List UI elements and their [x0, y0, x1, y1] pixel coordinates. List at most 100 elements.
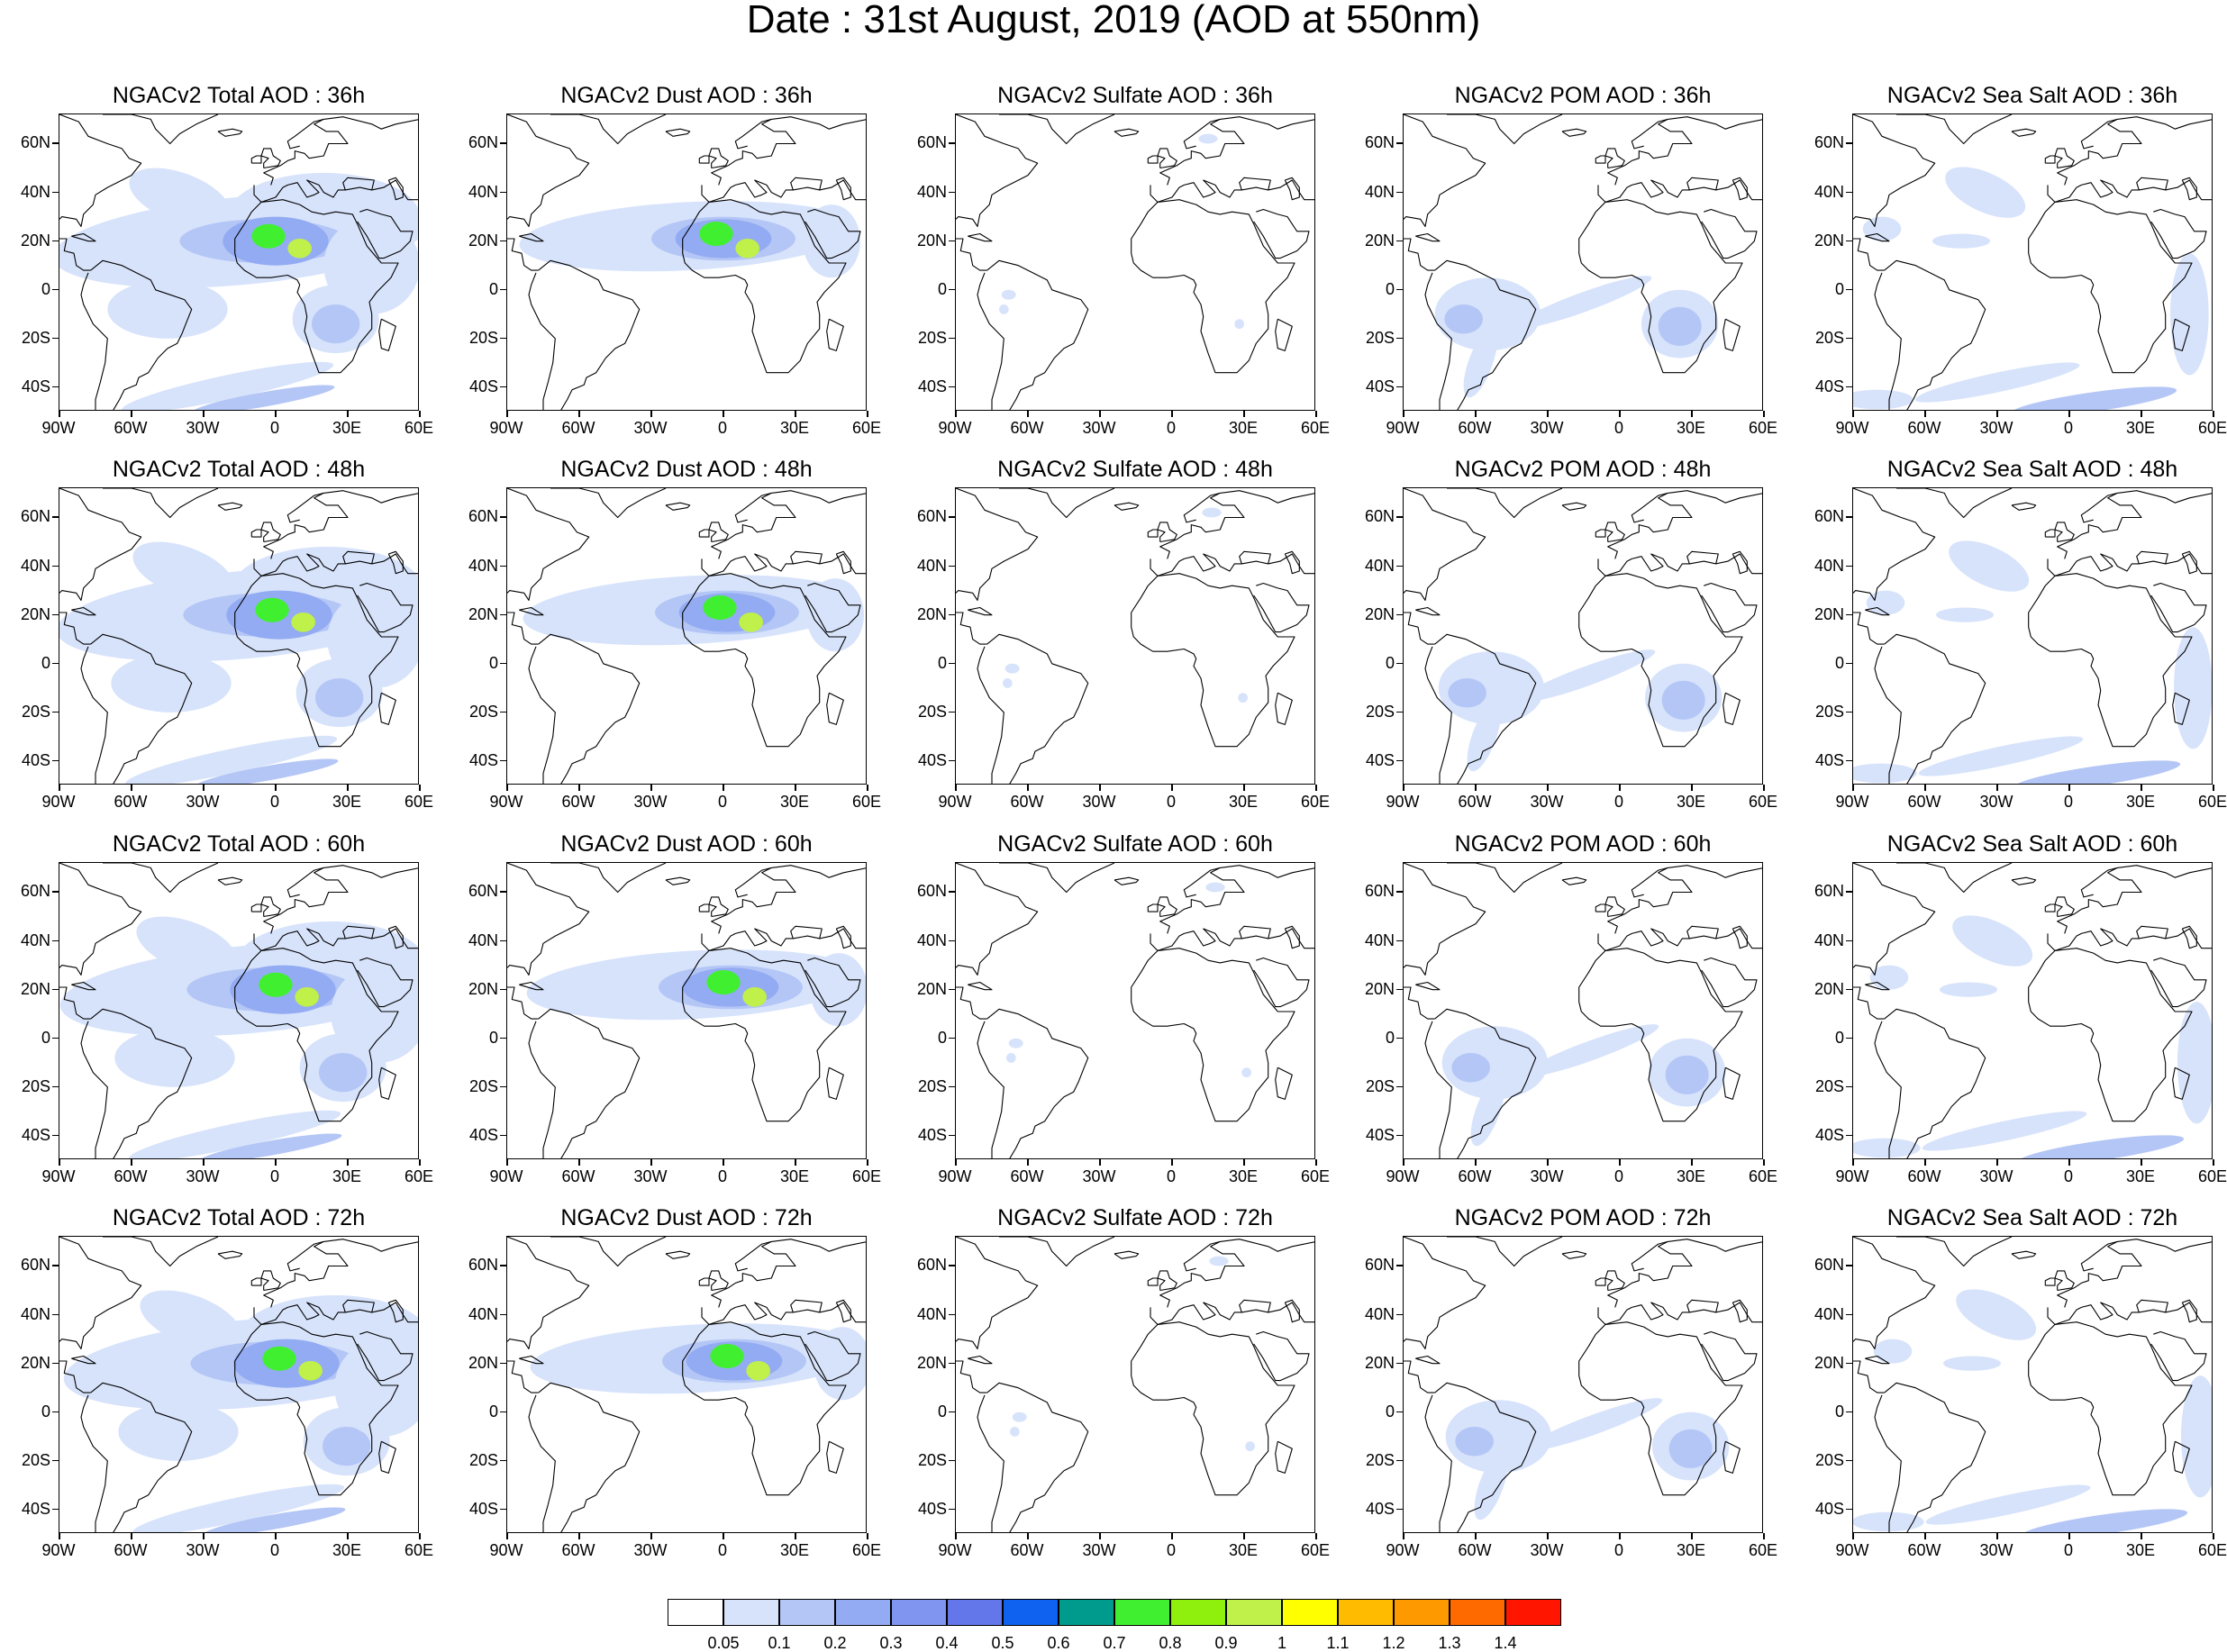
lon-tick [1996, 1159, 1998, 1166]
lat-tick-label: 40N [1813, 182, 1844, 201]
coastline-southAmerica [1424, 633, 1537, 784]
lat-tick-label: 40N [1364, 556, 1395, 575]
lon-tick [1852, 1533, 1854, 1539]
coastline-europe [253, 177, 375, 203]
coastline-greenland [103, 488, 219, 519]
lat-tick [52, 142, 59, 144]
lat-tick [1846, 1411, 1852, 1413]
lat-tick-label: 20S [468, 328, 498, 347]
lon-tick-label: 30E [332, 419, 362, 437]
coastline-northAmerica [1853, 863, 1936, 976]
lat-tick-label: 60N [1364, 882, 1395, 901]
lat-tick-label: 20N [1813, 604, 1844, 623]
lon-tick-label: 60W [1010, 1167, 1044, 1185]
coastline-asia [2165, 553, 2212, 575]
aod-region [1940, 982, 1997, 997]
lon-tick-label: 90W [41, 419, 76, 437]
lon-tick [795, 785, 796, 791]
coastline-southAmerica [1874, 633, 1986, 784]
lat-tick-label: 20S [917, 328, 947, 347]
lat-tick [949, 565, 955, 567]
lon-tick-label: 60E [2197, 1167, 2227, 1185]
aod-region [1205, 882, 1225, 893]
coastline-greenland [550, 1237, 667, 1267]
lat-tick-label: 60N [468, 507, 498, 526]
coastline-europeNorth [711, 116, 866, 186]
colorbar-label: 1.1 [1326, 1634, 1350, 1652]
aod-region [251, 223, 286, 249]
lat-tick [949, 613, 955, 616]
aod-region [1922, 1111, 2087, 1151]
lat-tick [1396, 1313, 1403, 1316]
coastline-africa [1578, 573, 1743, 748]
lat-tick [949, 1362, 955, 1365]
coastline-europe [1597, 177, 1719, 203]
lon-tick-label: 30E [2125, 793, 2156, 811]
coastline-britain [708, 1270, 729, 1292]
lon-tick [1475, 1533, 1477, 1539]
coastline-europe [2047, 550, 2168, 576]
lon-tick [1475, 1159, 1477, 1166]
lon-tick-label: 60W [1907, 419, 1941, 437]
map-area [1852, 862, 2213, 1159]
coastline-scandinavia [2080, 492, 2118, 523]
lon-tick-label: 30E [779, 419, 810, 437]
lon-tick-label: 90W [41, 1541, 76, 1559]
lat-tick [52, 759, 59, 762]
coastline-scandinavia [734, 867, 772, 898]
lat-tick [949, 711, 955, 713]
coastline-northAmerica [1404, 114, 1486, 227]
panel-title: NGACv2 Sulfate AOD : 48h [997, 457, 1273, 482]
coastline-caspian [835, 1299, 851, 1323]
coastline-europeNorth [1159, 1239, 1314, 1308]
lon-tick-label: 0 [2063, 1541, 2073, 1559]
coastline-arabia [804, 582, 861, 633]
coastline-centralAmerica [507, 612, 539, 645]
lon-tick [723, 411, 724, 417]
map-panel-sulfate-1: NGACv2 Sulfate AOD : 36h 60N 40N 20N 0 20S 40S… [905, 83, 1356, 443]
coastline-europe [1150, 550, 1271, 576]
lat-tick [1396, 191, 1403, 194]
lon-tick-label: 30E [1228, 1541, 1259, 1559]
coastline-cuba [1415, 606, 1441, 616]
lat-tick [1846, 240, 1852, 242]
lat-tick [1846, 711, 1852, 713]
coastline-cuba [71, 981, 96, 991]
coastline-greenland [1896, 1237, 2013, 1267]
coastline-ireland [1595, 529, 1606, 538]
map-sulfate-0 [956, 114, 1314, 410]
coastline-asia [1268, 553, 1314, 575]
colorbar-label: 0.05 [707, 1634, 740, 1652]
coastline-centralAmerica [1404, 238, 1435, 271]
lat-tick-label: 0 [1385, 653, 1395, 672]
map-area [506, 113, 867, 411]
lat-tick [500, 891, 506, 893]
lon-tick [867, 1159, 868, 1166]
coastline-scandinavia [286, 492, 324, 523]
lon-tick-label: 90W [1835, 419, 1869, 437]
lon-tick-label: 60E [1300, 1167, 1331, 1185]
lat-tick [1846, 662, 1852, 665]
lon-tick-label: 90W [1835, 1541, 1869, 1559]
aod-region [803, 204, 860, 278]
lon-tick [1691, 785, 1693, 791]
colorbar-swatch [779, 1599, 835, 1626]
lat-tick [1396, 240, 1403, 242]
aod-region [132, 541, 234, 601]
coastline-cuba [1865, 606, 1890, 616]
coastline-arabia [1701, 1330, 1758, 1382]
map-panel-sulfate-2: NGACv2 Sulfate AOD : 48h 60N 40N 20N 0 20S 40S… [905, 457, 1356, 817]
coastline-caspian [835, 925, 851, 949]
aod-region [1474, 1450, 1509, 1520]
lon-tick [1315, 785, 1317, 791]
lon-tick-label: 30E [1676, 419, 1706, 437]
coastline-cuba [519, 981, 544, 991]
coastline-europeNorth [2057, 490, 2212, 559]
lon-tick-label: 60W [1458, 1167, 1492, 1185]
lat-tick-label: 20S [1365, 1450, 1395, 1469]
coastline-northAmerica [956, 1237, 1039, 1349]
coastline-britain [708, 896, 729, 918]
lat-tick-label: 20S [1365, 702, 1395, 721]
coastline-madagascar [1723, 692, 1741, 725]
lon-tick-label: 30W [1082, 419, 1116, 437]
